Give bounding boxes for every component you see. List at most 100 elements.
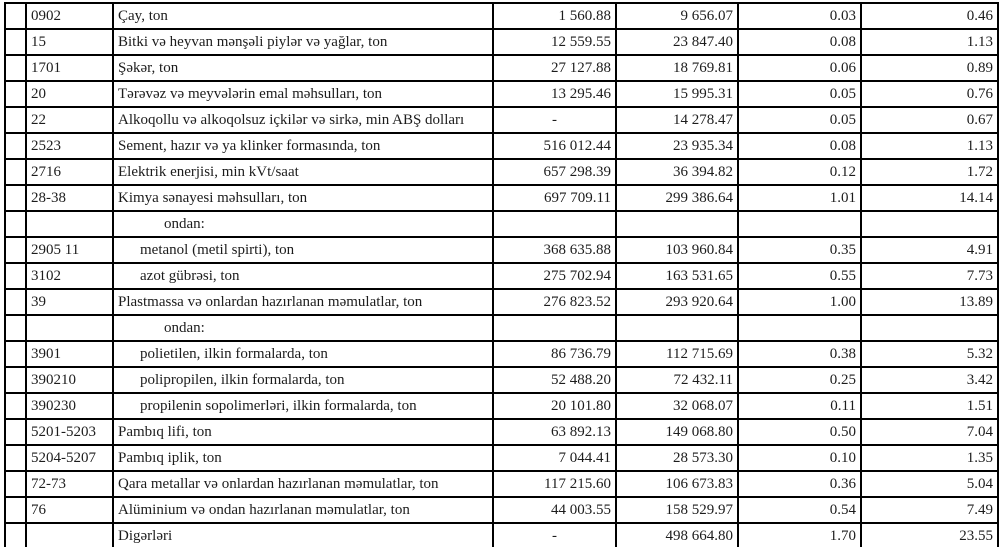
cell-share-1: 0.54: [737, 496, 862, 524]
cell-commodity-name: Digərləri: [112, 522, 494, 547]
table-row: 20 Tərəvəz və meyvələrin emal məhsulları…: [4, 80, 999, 108]
cell-quantity-1: 86 736.79: [492, 340, 617, 368]
cell-share-2: 0.76: [860, 80, 999, 108]
cell-share-2: 1.13: [860, 28, 999, 56]
cell-commodity-name: Şəkər, ton: [112, 54, 494, 82]
cell-quantity-1: 368 635.88: [492, 236, 617, 264]
table-row: 2716 Elektrik enerjisi, min kVt/saat 657…: [4, 158, 999, 186]
cell-share-1: 1.70: [737, 522, 862, 547]
cell-quantity-1: 7 044.41: [492, 444, 617, 472]
cell-commodity-name: Plastmassa və onlardan hazırlanan məmula…: [112, 288, 494, 316]
cell-share-2: 5.04: [860, 470, 999, 498]
cell-share-2: 7.04: [860, 418, 999, 446]
cell-commodity-name: Pambıq iplik, ton: [112, 444, 494, 472]
cell-share-2: [860, 210, 999, 238]
cell-left-margin: [4, 54, 27, 82]
cell-left-margin: [4, 496, 27, 524]
cell-quantity-2: 158 529.97: [615, 496, 739, 524]
cell-commodity-code: [25, 522, 114, 547]
table-row: 5201-5203 Pambıq lifi, ton 63 892.13 149…: [4, 418, 999, 446]
cell-share-1: [737, 210, 862, 238]
cell-share-1: 1.01: [737, 184, 862, 212]
cell-share-1: 0.10: [737, 444, 862, 472]
cell-quantity-2: 498 664.80: [615, 522, 739, 547]
cell-quantity-1: 697 709.11: [492, 184, 617, 212]
cell-left-margin: [4, 288, 27, 316]
cell-commodity-code: 1701: [25, 54, 114, 82]
cell-commodity-name: Bitki və heyvan mənşəli piylər və yağlar…: [112, 28, 494, 56]
table-row: 72-73 Qara metallar və onlardan hazırlan…: [4, 470, 999, 498]
cell-left-margin: [4, 210, 27, 238]
cell-commodity-code: 5204-5207: [25, 444, 114, 472]
cell-share-2: 23.55: [860, 522, 999, 547]
table-body: 0902 Çay, ton 1 560.88 9 656.07 0.03 0.4…: [4, 2, 999, 547]
cell-commodity-code: [25, 314, 114, 342]
cell-left-margin: [4, 262, 27, 290]
cell-share-1: 0.03: [737, 2, 862, 30]
table-row: ondan:: [4, 210, 999, 238]
cell-commodity-code: 39: [25, 288, 114, 316]
cell-quantity-2: 18 769.81: [615, 54, 739, 82]
cell-commodity-name: Elektrik enerjisi, min kVt/saat: [112, 158, 494, 186]
commodity-trade-table: 0902 Çay, ton 1 560.88 9 656.07 0.03 0.4…: [4, 2, 999, 547]
cell-left-margin: [4, 80, 27, 108]
cell-quantity-2: 293 920.64: [615, 288, 739, 316]
table-row: 22 Alkoqollu və alkoqolsuz içkilər və si…: [4, 106, 999, 134]
cell-left-margin: [4, 2, 27, 30]
cell-quantity-1: 276 823.52: [492, 288, 617, 316]
cell-share-2: 4.91: [860, 236, 999, 264]
cell-share-2: 1.35: [860, 444, 999, 472]
cell-commodity-code: 20: [25, 80, 114, 108]
cell-quantity-2: 23 847.40: [615, 28, 739, 56]
cell-quantity-1: 52 488.20: [492, 366, 617, 394]
cell-share-1: 0.38: [737, 340, 862, 368]
table-row: 15 Bitki və heyvan mənşəli piylər və yağ…: [4, 28, 999, 56]
table-row: 3901 polietilen, ilkin formalarda, ton 8…: [4, 340, 999, 368]
cell-commodity-name: ondan:: [112, 210, 494, 238]
cell-share-1: 1.00: [737, 288, 862, 316]
table-row: 39 Plastmassa və onlardan hazırlanan məm…: [4, 288, 999, 316]
cell-quantity-1: 275 702.94: [492, 262, 617, 290]
table-row: 2523 Sement, hazır və ya klinker forması…: [4, 132, 999, 160]
cell-share-2: 1.51: [860, 392, 999, 420]
cell-commodity-code: 22: [25, 106, 114, 134]
cell-share-2: 1.72: [860, 158, 999, 186]
cell-commodity-name: Pambıq lifi, ton: [112, 418, 494, 446]
cell-quantity-2: 149 068.80: [615, 418, 739, 446]
cell-share-2: 1.13: [860, 132, 999, 160]
table-row: 5204-5207 Pambıq iplik, ton 7 044.41 28 …: [4, 444, 999, 472]
cell-commodity-code: 2523: [25, 132, 114, 160]
cell-quantity-2: 72 432.11: [615, 366, 739, 394]
cell-commodity-name: polietilen, ilkin formalarda, ton: [112, 340, 494, 368]
cell-share-1: [737, 314, 862, 342]
cell-commodity-code: 28-38: [25, 184, 114, 212]
cell-commodity-code: 15: [25, 28, 114, 56]
table-row: 76 Alüminium və ondan hazırlanan məmulat…: [4, 496, 999, 524]
cell-quantity-1: 20 101.80: [492, 392, 617, 420]
cell-left-margin: [4, 522, 27, 547]
cell-left-margin: [4, 392, 27, 420]
cell-quantity-2: 14 278.47: [615, 106, 739, 134]
table-row: 1701 Şəkər, ton 27 127.88 18 769.81 0.06…: [4, 54, 999, 82]
cell-left-margin: [4, 366, 27, 394]
cell-quantity-1: 1 560.88: [492, 2, 617, 30]
cell-quantity-2: 299 386.64: [615, 184, 739, 212]
cell-share-1: 0.08: [737, 132, 862, 160]
cell-commodity-name: azot gübrəsi, ton: [112, 262, 494, 290]
cell-commodity-name: metanol (metil spirti), ton: [112, 236, 494, 264]
cell-left-margin: [4, 28, 27, 56]
cell-left-margin: [4, 340, 27, 368]
table-row: 3102 azot gübrəsi, ton 275 702.94 163 53…: [4, 262, 999, 290]
cell-left-margin: [4, 236, 27, 264]
cell-commodity-code: 76: [25, 496, 114, 524]
cell-share-1: 0.05: [737, 80, 862, 108]
cell-commodity-name: Sement, hazır və ya klinker formasında, …: [112, 132, 494, 160]
cell-left-margin: [4, 418, 27, 446]
table-row: 0902 Çay, ton 1 560.88 9 656.07 0.03 0.4…: [4, 2, 999, 30]
cell-commodity-code: 0902: [25, 2, 114, 30]
cell-share-1: 0.55: [737, 262, 862, 290]
cell-share-1: 0.35: [737, 236, 862, 264]
table-row: Digərləri - 498 664.80 1.70 23.55: [4, 522, 999, 547]
cell-left-margin: [4, 314, 27, 342]
cell-commodity-name: Çay, ton: [112, 2, 494, 30]
